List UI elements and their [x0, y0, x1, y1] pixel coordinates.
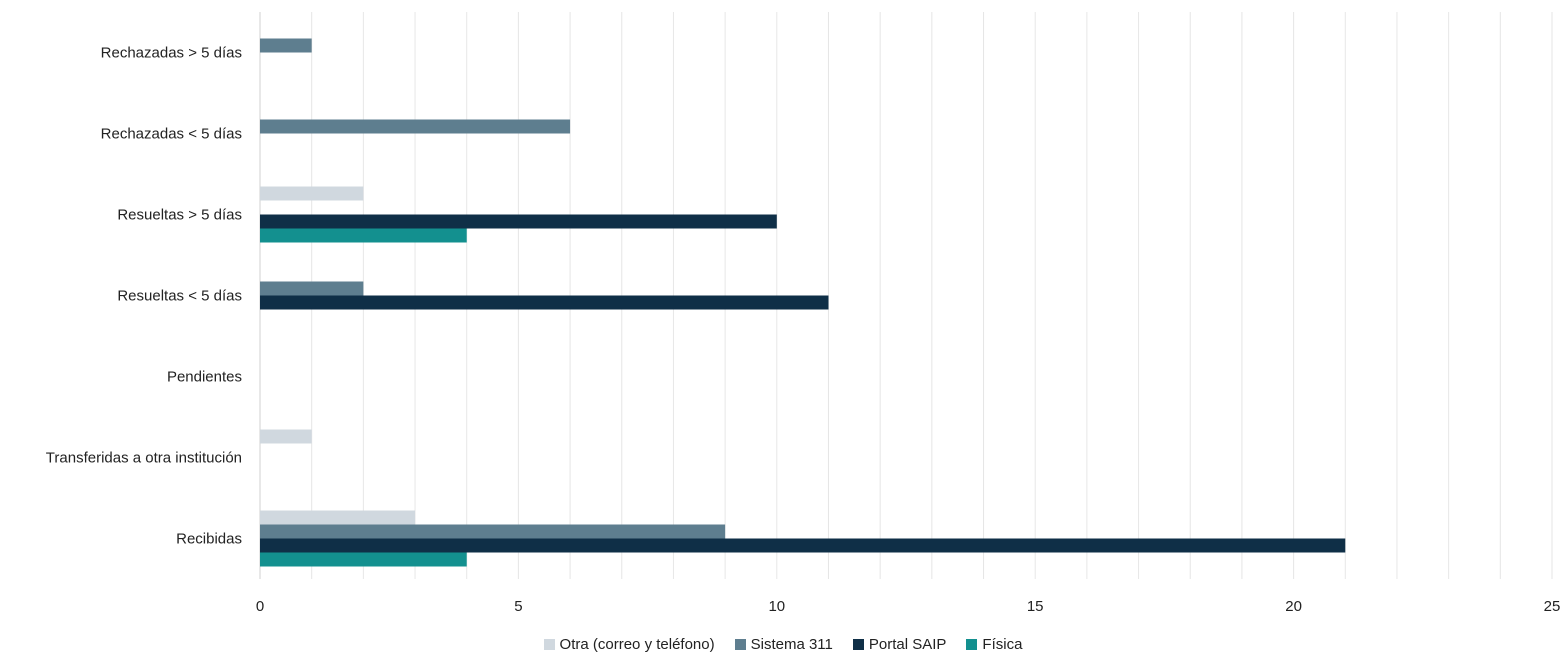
legend-item-otra: Otra (correo y teléfono): [543, 636, 715, 653]
bar: [260, 281, 364, 296]
x-tick-label: 5: [514, 598, 522, 615]
bar: [260, 214, 777, 229]
bar: [260, 119, 571, 134]
x-tick-label: 15: [1027, 598, 1044, 615]
legend-swatch: [543, 639, 555, 650]
bar: [260, 524, 726, 539]
bar: [260, 295, 829, 310]
bar: [260, 186, 364, 201]
legend-label: Otra (correo y teléfono): [559, 636, 715, 653]
x-tick-label: 0: [256, 598, 264, 615]
category-label: Rechazadas < 5 días: [101, 126, 242, 143]
category-label: Pendientes: [167, 369, 242, 386]
x-tick-label: 25: [1544, 598, 1561, 615]
bar: [260, 538, 1346, 553]
bar: [260, 552, 467, 567]
legend-item-fisica: Física: [966, 636, 1022, 653]
legend-label: Sistema 311: [750, 636, 833, 653]
category-label: Recibidas: [176, 531, 242, 548]
legend-item-sistema-311: Sistema 311: [734, 636, 833, 653]
category-label: Transferidas a otra institución: [46, 450, 242, 467]
legend-swatch: [852, 639, 864, 650]
category-label: Resueltas > 5 días: [117, 207, 242, 224]
legend: Otra (correo y teléfono) Sistema 311 Por…: [0, 636, 1566, 653]
legend-label: Portal SAIP: [868, 636, 947, 653]
category-label: Resueltas < 5 días: [117, 288, 242, 305]
legend-item-portal-saip: Portal SAIP: [852, 636, 947, 653]
bar: [260, 510, 416, 525]
x-tick-label: 20: [1285, 598, 1302, 615]
bar: [260, 38, 312, 53]
legend-swatch: [734, 639, 746, 650]
bar: [260, 228, 467, 243]
x-tick-label: 10: [768, 598, 785, 615]
chart-plot: 0 5 10 15 20 25 Recibidas Transferidas a otra i…: [46, 12, 1561, 615]
bar: [260, 429, 312, 444]
legend-label: Física: [982, 636, 1023, 653]
legend-swatch: [966, 639, 978, 650]
category-label: Rechazadas > 5 días: [101, 45, 242, 62]
